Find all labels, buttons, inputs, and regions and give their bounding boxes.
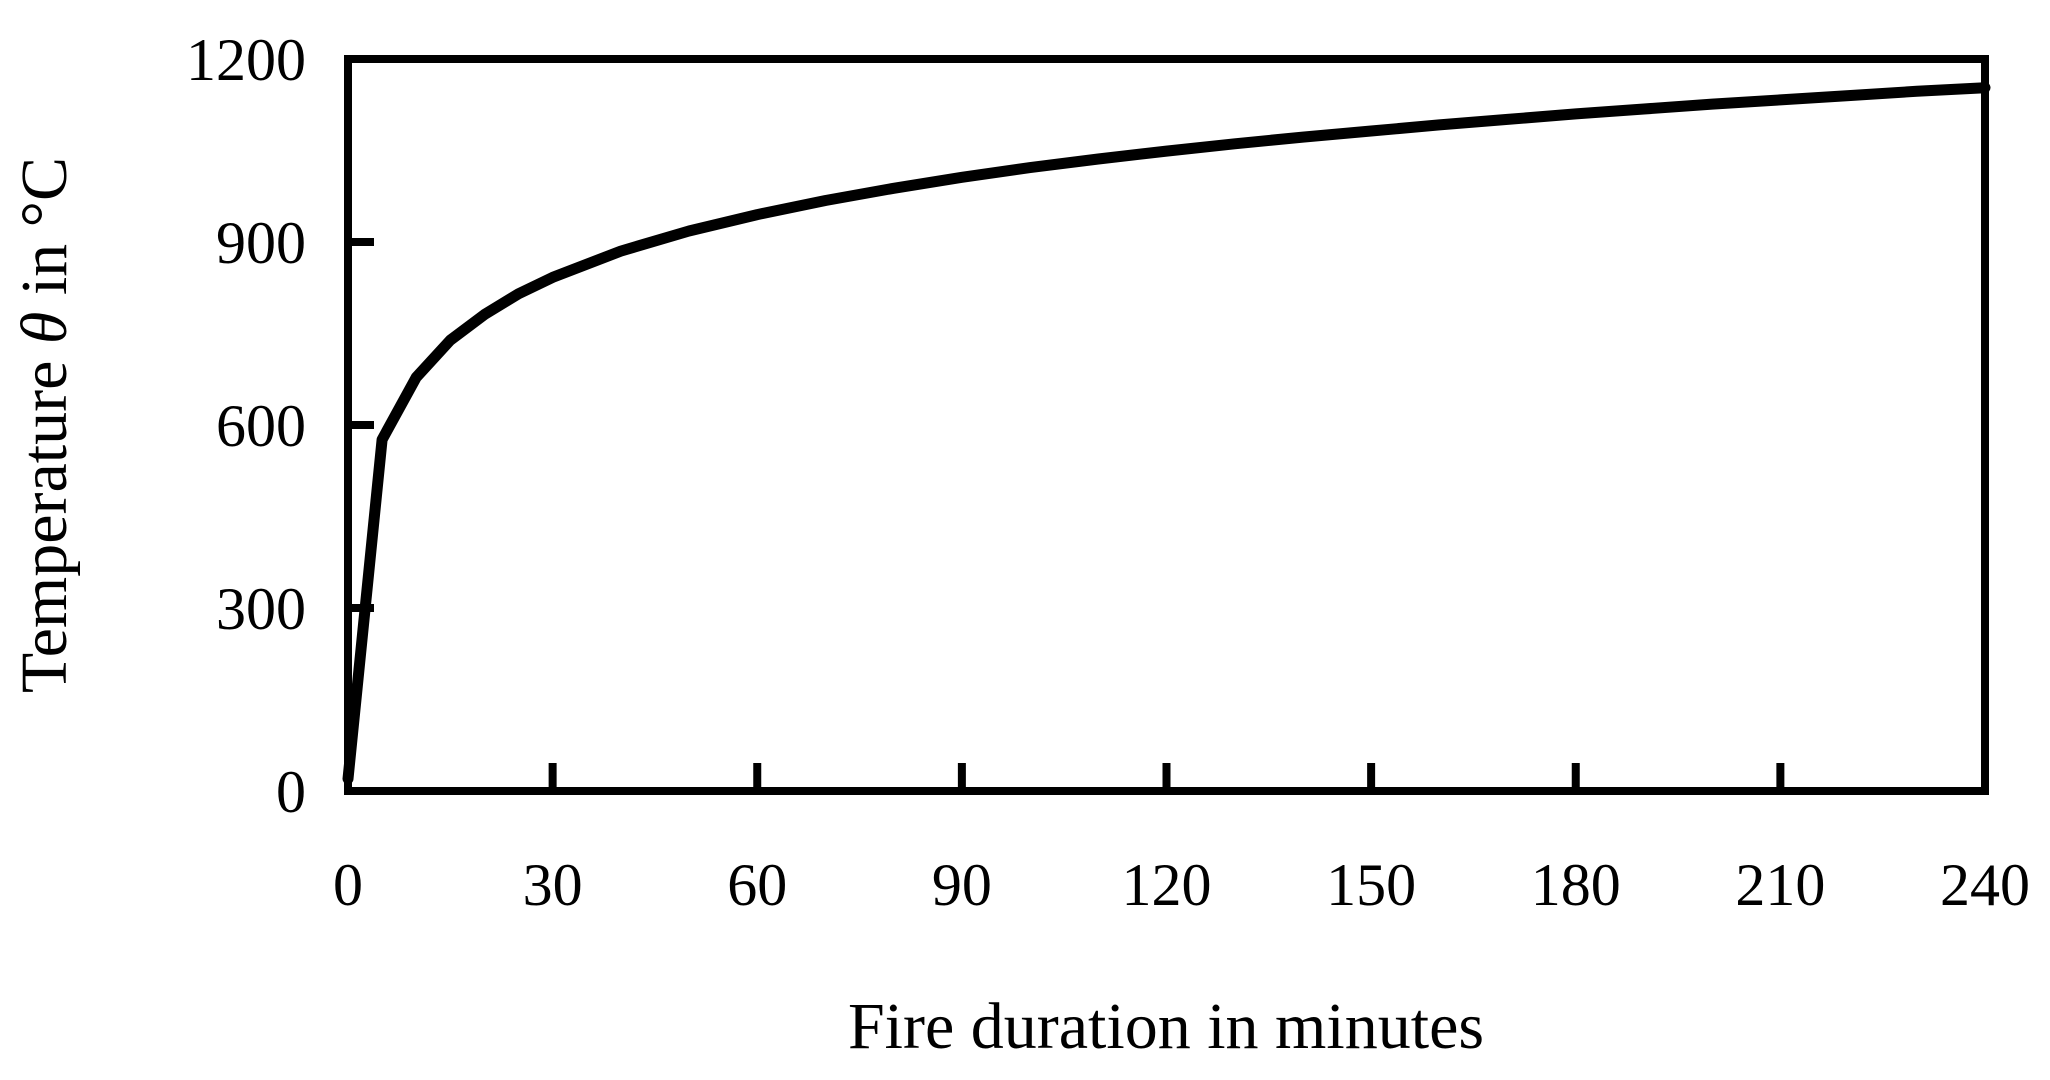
y-tick-label-600: 600: [216, 393, 306, 459]
x-tick-label-30: 30: [523, 852, 583, 918]
y-tick-label-1200: 1200: [186, 27, 306, 93]
x-tick-labels: 0 30 60 90 120 150 180 210 240: [333, 852, 2030, 918]
x-tick-label-90: 90: [932, 852, 992, 918]
x-tick-label-150: 150: [1326, 852, 1416, 918]
y-tick-label-900: 900: [216, 210, 306, 276]
x-tick-label-180: 180: [1531, 852, 1621, 918]
series-group: [342, 82, 1991, 785]
y-axis-title-symbol: θ: [8, 312, 81, 344]
x-tick-label-120: 120: [1122, 852, 1212, 918]
x-tick-label-0: 0: [333, 852, 363, 918]
x-axis-title: Fire duration in minutes: [848, 990, 1484, 1063]
y-tick-label-0: 0: [276, 759, 306, 825]
y-tick-labels: 0 300 600 900 1200: [186, 27, 306, 825]
y-axis-title-suffix: in °C: [8, 157, 81, 312]
x-tick-label-60: 60: [727, 852, 787, 918]
y-axis-title: Temperature θ in °C: [8, 157, 81, 693]
x-ticks: [548, 763, 1785, 791]
plot-frame: [344, 55, 1989, 795]
series-line-0: [342, 82, 1991, 785]
x-tick-label-210: 210: [1735, 852, 1825, 918]
y-axis-title-prefix: Temperature: [8, 344, 81, 693]
y-tick-label-300: 300: [216, 576, 306, 642]
x-tick-label-240: 240: [1940, 852, 2030, 918]
